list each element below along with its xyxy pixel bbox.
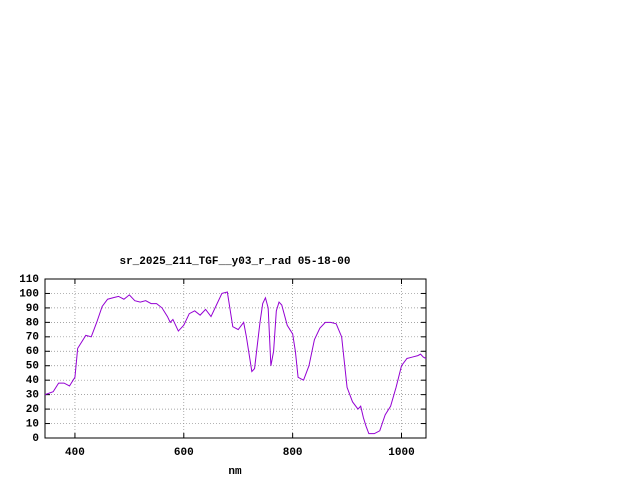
y-tick-label: 80 bbox=[26, 317, 39, 329]
y-tick-label: 90 bbox=[26, 303, 39, 315]
y-tick-label: 110 bbox=[19, 274, 39, 286]
x-axis-label: nm bbox=[228, 466, 242, 478]
x-tick-label: 600 bbox=[174, 447, 194, 459]
y-tick-label: 60 bbox=[26, 346, 39, 358]
y-tick-label: 70 bbox=[26, 332, 39, 344]
x-tick-label: 400 bbox=[65, 447, 85, 459]
y-tick-label: 40 bbox=[26, 375, 39, 387]
x-tick-label: 1000 bbox=[388, 447, 414, 459]
y-tick-label: 10 bbox=[26, 418, 39, 430]
y-tick-label: 0 bbox=[32, 433, 39, 445]
x-tick-label: 800 bbox=[283, 447, 303, 459]
chart-title: sr_2025_211_TGF__y03_r_rad 05-18-00 bbox=[119, 256, 350, 268]
plot-frame bbox=[44, 278, 427, 439]
y-tick-label: 100 bbox=[19, 288, 39, 300]
y-tick-label: 20 bbox=[26, 404, 39, 416]
y-tick-label: 50 bbox=[26, 361, 39, 373]
y-tick-label: 30 bbox=[26, 390, 39, 402]
data-line bbox=[44, 291, 427, 435]
